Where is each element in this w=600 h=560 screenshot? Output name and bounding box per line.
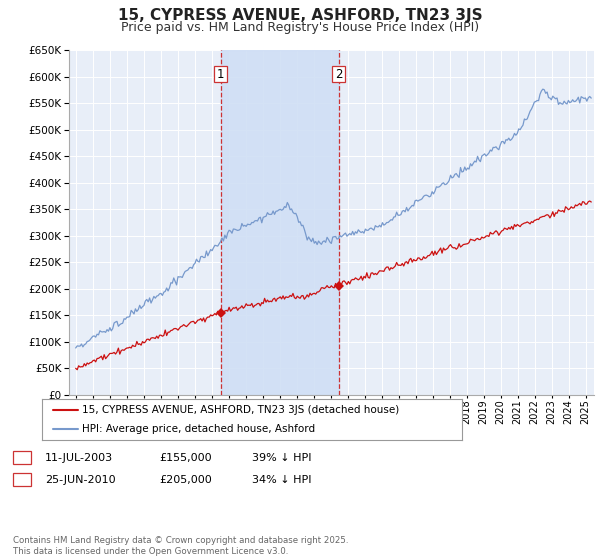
Text: 1: 1 [217, 68, 224, 81]
Text: 39% ↓ HPI: 39% ↓ HPI [252, 453, 311, 463]
Text: 2: 2 [335, 68, 343, 81]
Text: 2: 2 [19, 475, 26, 485]
Text: 15, CYPRESS AVENUE, ASHFORD, TN23 3JS (detached house): 15, CYPRESS AVENUE, ASHFORD, TN23 3JS (d… [82, 405, 399, 415]
FancyBboxPatch shape [214, 66, 227, 82]
Text: 15, CYPRESS AVENUE, ASHFORD, TN23 3JS: 15, CYPRESS AVENUE, ASHFORD, TN23 3JS [118, 8, 482, 24]
Text: 1: 1 [19, 453, 26, 463]
Bar [221, 50, 339, 395]
Text: Contains HM Land Registry data © Crown copyright and database right 2025.
This d: Contains HM Land Registry data © Crown c… [13, 536, 349, 556]
Text: £205,000: £205,000 [159, 475, 212, 485]
Text: 25-JUN-2010: 25-JUN-2010 [45, 475, 116, 485]
Text: Price paid vs. HM Land Registry's House Price Index (HPI): Price paid vs. HM Land Registry's House … [121, 21, 479, 34]
Text: 11-JUL-2003: 11-JUL-2003 [45, 453, 113, 463]
Text: HPI: Average price, detached house, Ashford: HPI: Average price, detached house, Ashf… [82, 424, 315, 433]
Text: 34% ↓ HPI: 34% ↓ HPI [252, 475, 311, 485]
Text: £155,000: £155,000 [159, 453, 212, 463]
FancyBboxPatch shape [332, 66, 345, 82]
